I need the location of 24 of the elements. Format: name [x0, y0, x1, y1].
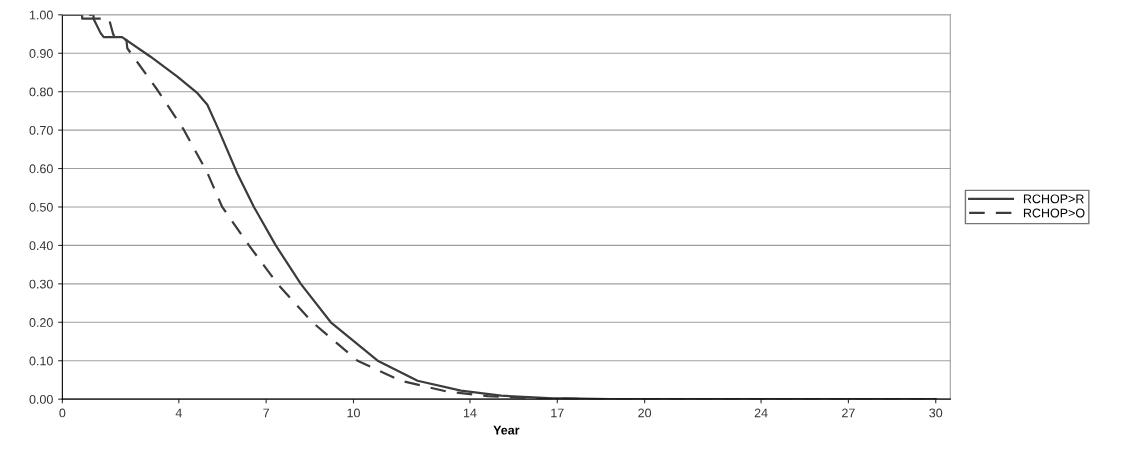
x-tick-label: 20 — [638, 408, 652, 418]
x-tick-label: 17 — [551, 408, 564, 418]
x-tick-label: 30 — [929, 408, 943, 418]
y-tick-label: 0.00 — [29, 394, 53, 404]
x-tick-label: 7 — [263, 408, 269, 418]
x-axis-title: Year — [493, 425, 520, 435]
y-tick-label: 0.70 — [29, 125, 53, 135]
x-tick-label: 0 — [59, 408, 66, 418]
x-tick-label: 14 — [463, 408, 477, 418]
y-tick-label: 0.90 — [29, 49, 53, 58]
y-tick-label: 0.40 — [29, 241, 53, 251]
y-tick-label: 0.50 — [29, 202, 53, 212]
y-tick-label: 0.80 — [29, 87, 53, 97]
y-tick-label: 0.60 — [29, 164, 53, 174]
y-tick-label: 0.30 — [29, 279, 53, 289]
x-tick-label: 4 — [175, 408, 182, 418]
legend-label: RCHOP>R — [1023, 194, 1084, 204]
x-tick-label: 27 — [842, 408, 855, 418]
y-tick-label: 0.20 — [29, 318, 53, 327]
x-tick-label: 24 — [754, 408, 768, 418]
y-tick-label: 0.10 — [29, 356, 53, 366]
x-tick-label: 10 — [347, 408, 360, 418]
legend-label: RCHOP>O — [1023, 208, 1085, 218]
y-tick-label: 1.00 — [29, 10, 53, 20]
